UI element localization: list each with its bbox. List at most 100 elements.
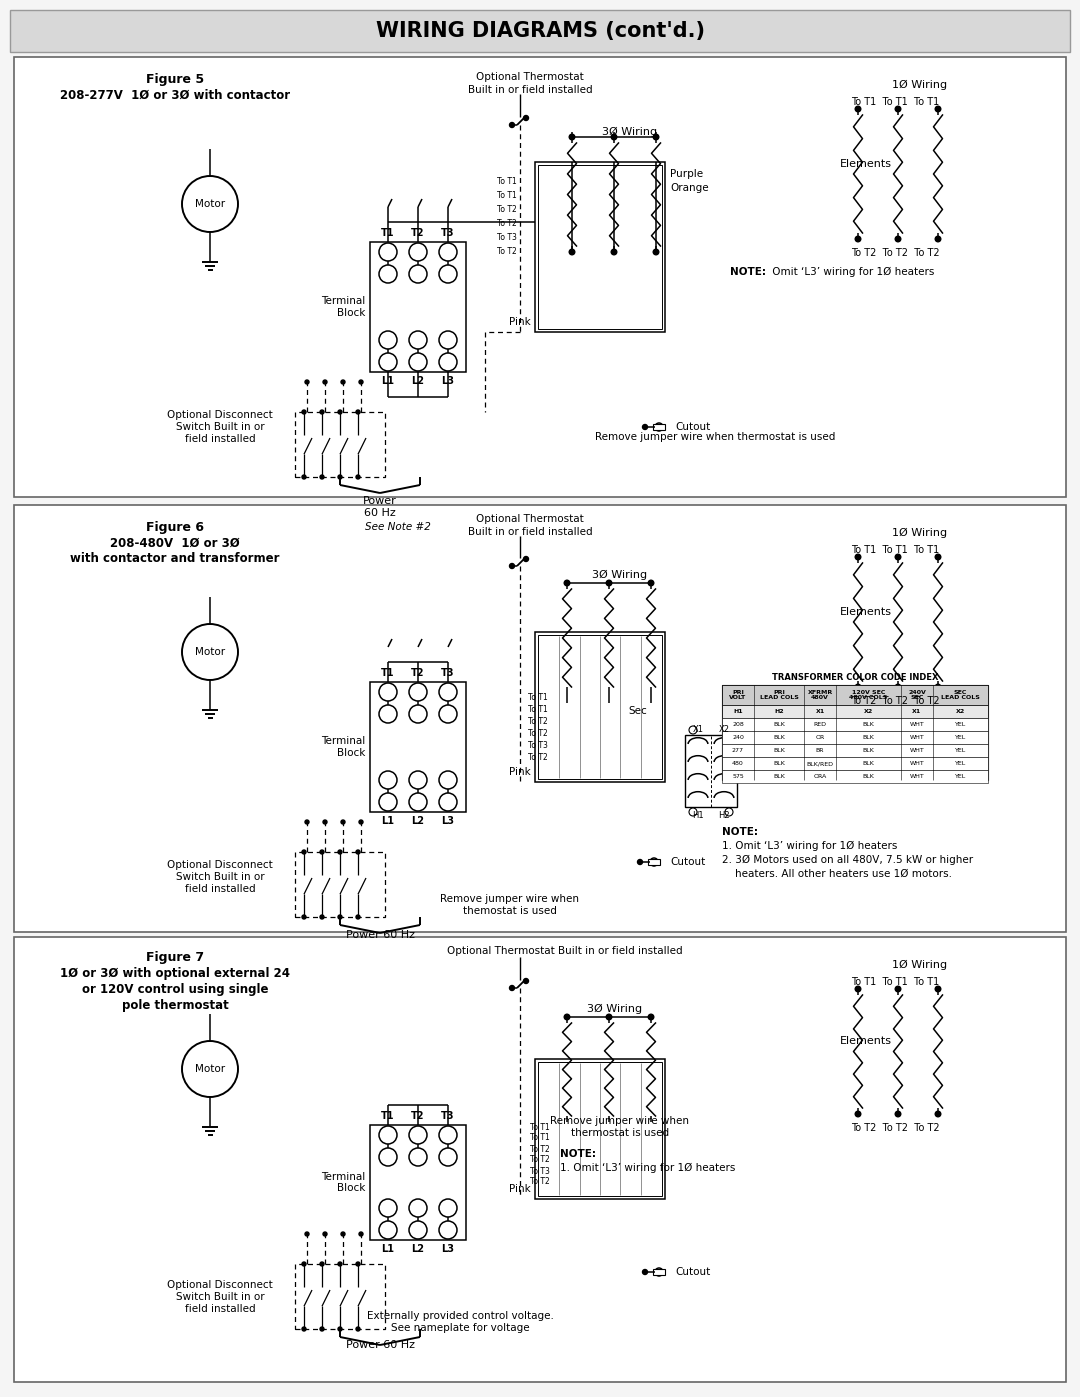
Circle shape [183, 624, 238, 680]
Circle shape [564, 1014, 570, 1020]
Text: YEL: YEL [955, 747, 967, 753]
Text: 120V SEC
480V COLS: 120V SEC 480V COLS [849, 690, 888, 700]
Bar [723, 685, 988, 705]
Text: ORA: ORA [813, 774, 826, 780]
Text: YEL: YEL [955, 735, 967, 740]
Text: Power 60 Hz: Power 60 Hz [346, 930, 415, 940]
Text: 1Ø Wiring: 1Ø Wiring [892, 528, 947, 538]
Circle shape [564, 580, 570, 585]
Text: To T1: To T1 [530, 1123, 550, 1132]
Text: To T2: To T2 [528, 718, 548, 726]
Text: T1: T1 [381, 668, 395, 678]
Text: Pink: Pink [509, 767, 531, 777]
Circle shape [643, 425, 648, 429]
Text: OR: OR [815, 735, 825, 740]
Circle shape [341, 380, 345, 384]
Text: To T2: To T2 [530, 1178, 550, 1186]
Text: To T1  To T1  To T1: To T1 To T1 To T1 [851, 545, 940, 555]
Bar [653, 425, 665, 430]
Circle shape [379, 1148, 397, 1166]
Circle shape [379, 1221, 397, 1239]
Circle shape [654, 423, 663, 432]
Text: L1: L1 [381, 376, 394, 386]
Text: BLK: BLK [863, 735, 875, 740]
Text: Externally provided control voltage.
See nameplate for voltage: Externally provided control voltage. See… [366, 1312, 553, 1333]
Text: BR: BR [815, 747, 824, 753]
Text: Pink: Pink [509, 1185, 531, 1194]
Circle shape [379, 243, 397, 261]
Circle shape [438, 243, 457, 261]
Circle shape [510, 563, 514, 569]
Text: To T1  To T1  To T1: To T1 To T1 To T1 [851, 977, 940, 988]
Bar [10, 10, 1070, 52]
Text: BLK: BLK [863, 747, 875, 753]
Circle shape [320, 849, 324, 854]
Text: L1: L1 [381, 816, 394, 826]
Text: YEL: YEL [955, 774, 967, 780]
Circle shape [356, 849, 360, 854]
Bar [723, 718, 988, 731]
Text: To T2  To T2  To T2: To T2 To T2 To T2 [851, 696, 940, 705]
Circle shape [510, 123, 514, 127]
Circle shape [359, 1232, 363, 1236]
Circle shape [409, 353, 427, 372]
Circle shape [438, 1199, 457, 1217]
Text: X2: X2 [718, 725, 729, 733]
Text: Figure 6: Figure 6 [146, 521, 204, 534]
Bar [538, 1062, 662, 1196]
Bar [370, 682, 465, 812]
Circle shape [409, 331, 427, 349]
Text: See Note #2: See Note #2 [365, 522, 431, 532]
Circle shape [935, 986, 941, 992]
Text: H2: H2 [774, 710, 784, 714]
Text: To T2  To T2  To T2: To T2 To T2 To T2 [851, 249, 940, 258]
Text: 2. 3Ø Motors used on all 480V, 7.5 kW or higher: 2. 3Ø Motors used on all 480V, 7.5 kW or… [723, 855, 973, 865]
Circle shape [320, 1261, 324, 1266]
Circle shape [338, 915, 342, 919]
Text: BLK: BLK [773, 774, 785, 780]
Text: 1. Omit ‘L3’ wiring for 1Ø heaters: 1. Omit ‘L3’ wiring for 1Ø heaters [561, 1162, 735, 1173]
Bar [723, 685, 988, 780]
Text: X1: X1 [913, 710, 921, 714]
Circle shape [302, 849, 306, 854]
Circle shape [183, 176, 238, 232]
Circle shape [359, 820, 363, 824]
Circle shape [653, 249, 659, 254]
Text: Cutout: Cutout [675, 422, 711, 432]
Circle shape [569, 134, 575, 140]
Text: PRI
LEAD COLS: PRI LEAD COLS [759, 690, 798, 700]
Circle shape [302, 1261, 306, 1266]
Circle shape [895, 106, 901, 112]
Circle shape [341, 1232, 345, 1236]
Circle shape [323, 820, 327, 824]
Text: To T3: To T3 [530, 1166, 550, 1175]
Text: To T2  To T2  To T2: To T2 To T2 To T2 [851, 1123, 940, 1133]
Circle shape [895, 555, 901, 560]
Text: Optional Disconnect
Switch Built in or
field installed: Optional Disconnect Switch Built in or f… [167, 861, 273, 894]
Circle shape [689, 807, 697, 816]
Bar [535, 1059, 665, 1199]
Text: Elements: Elements [840, 1037, 892, 1046]
Text: NOTE:: NOTE: [561, 1148, 596, 1160]
Circle shape [379, 771, 397, 789]
Text: Optional Disconnect
Switch Built in or
field installed: Optional Disconnect Switch Built in or f… [167, 411, 273, 444]
Text: Purple: Purple [670, 169, 703, 179]
Text: WIRING DIAGRAMS (cont'd.): WIRING DIAGRAMS (cont'd.) [376, 21, 704, 41]
Circle shape [935, 236, 941, 242]
Bar [295, 852, 384, 916]
Text: To T1: To T1 [497, 177, 516, 187]
Text: To T1: To T1 [528, 705, 548, 714]
Circle shape [302, 1327, 306, 1331]
Text: Optional Thermostat: Optional Thermostat [476, 514, 584, 524]
Text: BLK: BLK [863, 722, 875, 726]
Circle shape [648, 1014, 653, 1020]
Text: 480: 480 [732, 761, 744, 766]
Text: BLK/RED: BLK/RED [807, 761, 834, 766]
Circle shape [725, 807, 733, 816]
Text: XFRMR
480V: XFRMR 480V [808, 690, 833, 700]
Circle shape [409, 1148, 427, 1166]
Text: T3: T3 [442, 228, 455, 237]
Text: BLK: BLK [773, 735, 785, 740]
Text: Sec: Sec [629, 705, 647, 717]
Circle shape [524, 556, 528, 562]
